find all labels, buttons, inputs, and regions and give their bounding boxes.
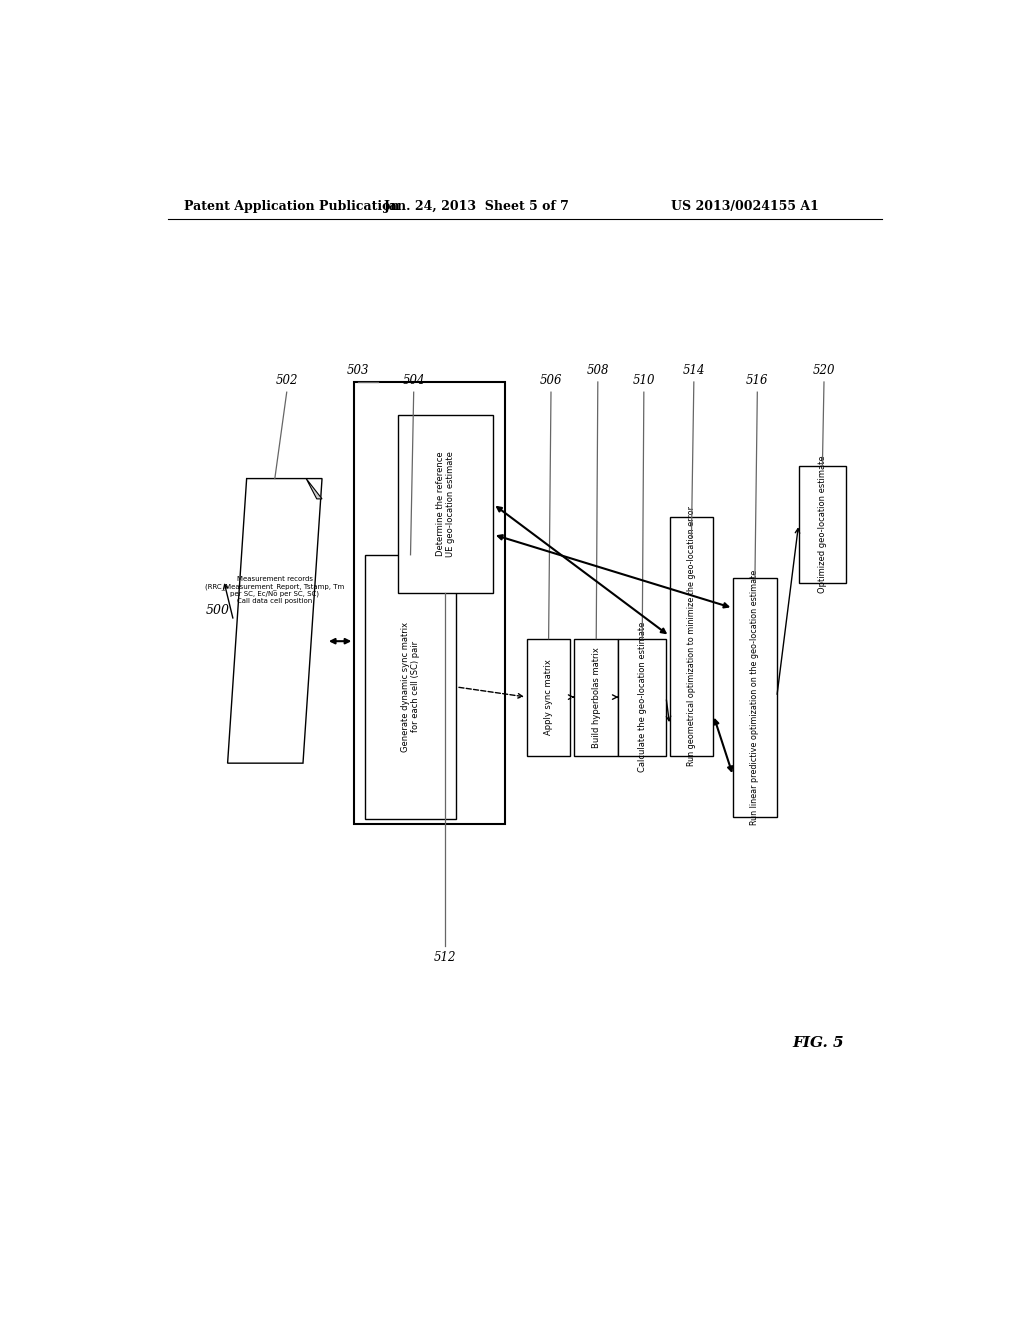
FancyBboxPatch shape <box>733 578 777 817</box>
Text: 504: 504 <box>402 374 425 387</box>
Text: Jan. 24, 2013  Sheet 5 of 7: Jan. 24, 2013 Sheet 5 of 7 <box>384 199 570 213</box>
Text: Run geometrical optimization to minimize the geo-location error: Run geometrical optimization to minimize… <box>687 506 696 766</box>
FancyBboxPatch shape <box>526 639 570 755</box>
Text: Generate dynamic sync matrix
for each cell (SC) pair: Generate dynamic sync matrix for each ce… <box>400 622 420 752</box>
FancyBboxPatch shape <box>365 554 456 818</box>
Text: 506: 506 <box>540 374 562 387</box>
Text: Apply sync matrix: Apply sync matrix <box>544 659 553 735</box>
FancyBboxPatch shape <box>397 414 494 593</box>
Text: Run linear predictive optimization on the geo-location estimate: Run linear predictive optimization on th… <box>751 569 760 825</box>
Text: Patent Application Publication: Patent Application Publication <box>183 199 399 213</box>
Text: 510: 510 <box>633 374 655 387</box>
Text: 520: 520 <box>813 364 836 378</box>
FancyBboxPatch shape <box>670 516 714 755</box>
Polygon shape <box>306 479 322 499</box>
Text: 508: 508 <box>587 364 609 378</box>
FancyBboxPatch shape <box>618 639 666 755</box>
FancyBboxPatch shape <box>799 466 846 582</box>
Polygon shape <box>227 479 322 763</box>
Text: 516: 516 <box>746 374 769 387</box>
Text: Calculate the geo-location estimate: Calculate the geo-location estimate <box>638 622 647 772</box>
Text: 503: 503 <box>347 364 370 378</box>
Text: 500: 500 <box>206 605 229 618</box>
Text: 514: 514 <box>683 364 706 378</box>
Text: Determine the reference
UE geo-location estimate: Determine the reference UE geo-location … <box>436 451 455 557</box>
Text: 512: 512 <box>434 952 457 964</box>
Text: Build hyperbolas matrix: Build hyperbolas matrix <box>592 647 601 747</box>
Text: FIG. 5: FIG. 5 <box>793 1036 844 1049</box>
Text: 502: 502 <box>275 374 298 387</box>
Text: Measurement records
(RRC_Measurement_Report, Tstamp, Tm
per SC, Ec/No per SC, SC: Measurement records (RRC_Measurement_Rep… <box>205 577 344 605</box>
FancyBboxPatch shape <box>574 639 618 755</box>
Text: US 2013/0024155 A1: US 2013/0024155 A1 <box>671 199 818 213</box>
Text: Optimized geo-location estimate: Optimized geo-location estimate <box>818 455 827 593</box>
FancyBboxPatch shape <box>354 381 505 824</box>
